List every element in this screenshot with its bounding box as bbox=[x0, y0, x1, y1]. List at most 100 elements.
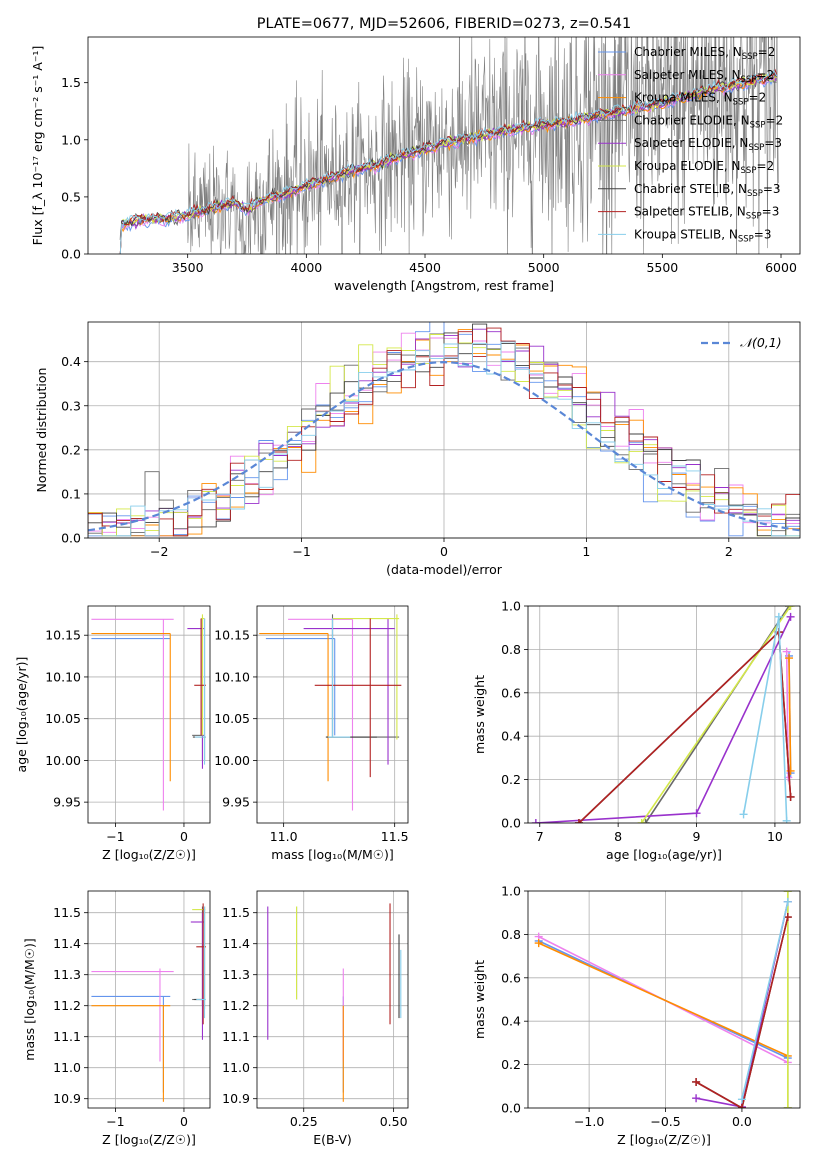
mass-weight-marker bbox=[692, 809, 701, 818]
mass-weight-vs-age-panel: 7 8 9 10 0.0 0.2 0.4 0.6 0.8 1.0 age [log₁₀(age/yr… bbox=[472, 599, 801, 862]
x-axis-label: Z [log₁₀(Z/Z☉)] bbox=[102, 847, 196, 862]
legend-label: Salpeter MILES, NSSP=2 bbox=[634, 68, 774, 85]
legend-label: 𝒩(0,1) bbox=[740, 335, 782, 350]
y-tick-label: 10.9 bbox=[222, 1091, 250, 1106]
y-tick-label: 11.0 bbox=[222, 1060, 250, 1075]
x-axis-label: age [log₁₀(age/yr)] bbox=[606, 847, 722, 862]
residual-histogram bbox=[88, 341, 800, 538]
mass-weight-marker bbox=[737, 1095, 746, 1104]
plot-area bbox=[267, 903, 402, 1102]
y-tick-label: 0.6 bbox=[501, 685, 521, 700]
y-axis-label: mass weight bbox=[472, 960, 487, 1039]
x-tick-label: 0 bbox=[180, 829, 188, 844]
legend-label: Chabrier STELIB, NSSP=3 bbox=[634, 182, 781, 199]
y-tick-label: 10.15 bbox=[214, 628, 250, 643]
y-tick-label: 1.5 bbox=[61, 75, 81, 90]
y-tick-label: 11.5 bbox=[53, 905, 81, 920]
y-tick-label: 11.4 bbox=[222, 936, 250, 951]
y-tick-label: 0.4 bbox=[501, 1014, 521, 1029]
y-tick-label: 10.15 bbox=[45, 628, 81, 643]
mass-weight-marker bbox=[692, 1077, 701, 1086]
x-tick-label: 5000 bbox=[528, 260, 560, 275]
y-tick-label: 9.95 bbox=[53, 795, 81, 810]
axes-frame bbox=[256, 890, 409, 1109]
x-tick-label: 1 bbox=[582, 544, 590, 559]
x-tick-label: 7 bbox=[536, 829, 544, 844]
y-tick-label: 0.4 bbox=[61, 354, 81, 369]
x-tick-label: 8 bbox=[614, 829, 622, 844]
x-tick-label: 6000 bbox=[765, 260, 797, 275]
y-tick-label: 0.0 bbox=[61, 531, 81, 546]
y-tick-label: 10.00 bbox=[45, 753, 81, 768]
x-tick-label: −1 bbox=[106, 1114, 124, 1129]
spectrum-panel: 3500 4000 4500 5000 5500 6000 0.0 0.5 1.0 1.5 wave… bbox=[30, 16, 801, 293]
mass-weight-marker bbox=[786, 606, 795, 610]
age-vs-metallicity-panel: −1 0 9.95 10.00 10.05 10.10 10.15 Z [log₁₀(Z/Z☉… bbox=[14, 605, 211, 862]
mass-vs-metallicity-panel: −1 0 10.9 11.0 11.1 11.2 11.3 11.4 11.5 Z [log₁₀(… bbox=[22, 890, 211, 1147]
y-tick-label: 1.0 bbox=[61, 132, 81, 147]
x-tick-label: 10 bbox=[767, 829, 783, 844]
axes-frame bbox=[87, 36, 801, 255]
y-tick-label: 1.0 bbox=[501, 884, 521, 899]
y-tick-label: 9.95 bbox=[222, 795, 250, 810]
mass-weight-marker bbox=[531, 819, 540, 823]
y-tick-label: 0.6 bbox=[501, 970, 521, 985]
normal-curve bbox=[88, 360, 800, 532]
mass-weight-marker bbox=[783, 897, 792, 906]
mass-weight-line bbox=[695, 916, 789, 1108]
y-axis-label: age [log₁₀(age/yr)] bbox=[14, 657, 29, 773]
y-tick-label: 10.10 bbox=[45, 669, 81, 684]
age-vs-mass-panel: 11.0 11.5 9.95 10.00 10.05 10.10 10.15 mass [lo… bbox=[214, 605, 409, 862]
y-tick-label: 10.05 bbox=[214, 711, 250, 726]
mass-vs-extinction-panel: 0.25 0.50 10.9 11.0 11.1 11.2 11.3 11.4 11.5 E(B-… bbox=[222, 890, 409, 1147]
y-axis-label: mass [log₁₀(M/M☉)] bbox=[22, 938, 37, 1060]
chart-title: PLATE=0677, MJD=52606, FIBERID=0273, z=0… bbox=[257, 16, 631, 32]
x-tick-label: 2 bbox=[725, 544, 733, 559]
mass-weight-line bbox=[742, 616, 788, 821]
y-tick-label: 0.2 bbox=[61, 442, 81, 457]
plot-area bbox=[531, 606, 795, 823]
mass-weight-vs-metallicity-panel: −1.0 −0.5 0.0 0.0 0.2 0.4 0.6 0.8 1.0 Z [log₁₀(Z/… bbox=[472, 884, 801, 1147]
model-spectrum-line bbox=[118, 72, 777, 254]
mass-weight-marker bbox=[783, 1104, 792, 1108]
y-tick-label: 10.9 bbox=[53, 1091, 81, 1106]
mass-weight-line bbox=[741, 901, 789, 1100]
mass-weight-marker bbox=[737, 1104, 746, 1108]
legend-label: Chabrier MILES, NSSP=2 bbox=[634, 45, 775, 62]
x-tick-label: −0.5 bbox=[650, 1114, 680, 1129]
y-axis-label: mass weight bbox=[472, 675, 487, 754]
plot-area bbox=[88, 322, 800, 538]
y-tick-label: 11.2 bbox=[222, 998, 250, 1013]
axes-frame bbox=[527, 890, 801, 1109]
mass-weight-marker bbox=[783, 891, 792, 895]
y-tick-label: 10.10 bbox=[214, 669, 250, 684]
x-axis-label: mass [log₁₀(M/M☉)] bbox=[271, 847, 393, 862]
legend-label: Salpeter STELIB, NSSP=3 bbox=[634, 205, 779, 222]
y-tick-label: 0.0 bbox=[501, 816, 521, 831]
y-tick-label: 10.05 bbox=[45, 711, 81, 726]
y-tick-label: 0.1 bbox=[61, 486, 81, 501]
x-tick-label: 0.50 bbox=[380, 1114, 408, 1129]
y-axis-label: Flux [f_λ 10⁻¹⁷ erg cm⁻² s⁻¹ A⁻¹] bbox=[30, 46, 45, 246]
axes-frame bbox=[256, 605, 409, 824]
mass-weight-marker bbox=[786, 612, 795, 621]
y-tick-label: 0.2 bbox=[501, 772, 521, 787]
residual-histogram-panel: −2 −1 0 1 2 0.0 0.1 0.2 0.3 0.4 (data-model)/error… bbox=[34, 321, 801, 577]
x-axis-label: (data-model)/error bbox=[386, 562, 503, 577]
legend: Chabrier MILES, NSSP=2 Salpeter MILES, NS… bbox=[598, 45, 783, 244]
mass-weight-marker bbox=[637, 819, 646, 823]
y-tick-label: 11.3 bbox=[53, 967, 81, 982]
mass-weight-line bbox=[538, 942, 789, 1057]
mass-weight-marker bbox=[786, 792, 795, 801]
x-axis-label: Z [log₁₀(Z/Z☉)] bbox=[617, 1132, 711, 1147]
x-tick-label: −1 bbox=[106, 829, 124, 844]
mass-weight-marker bbox=[782, 647, 791, 656]
x-axis-label: E(B-V) bbox=[313, 1132, 352, 1147]
legend-label: Kroupa ELODIE, NSSP=2 bbox=[634, 159, 774, 176]
y-tick-label: 1.0 bbox=[501, 599, 521, 614]
x-tick-label: −2 bbox=[150, 544, 168, 559]
x-tick-label: 11.0 bbox=[270, 829, 298, 844]
x-tick-label: 5500 bbox=[646, 260, 678, 275]
x-tick-label: 4500 bbox=[409, 260, 441, 275]
y-tick-label: 0.0 bbox=[501, 1101, 521, 1116]
